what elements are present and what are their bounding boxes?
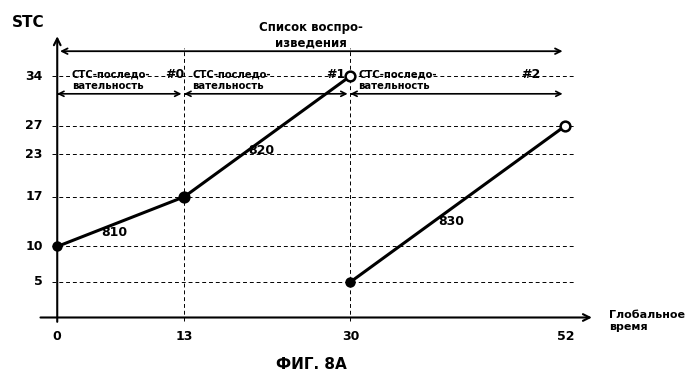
Text: Список воспро-
изведения: Список воспро- изведения <box>260 21 363 49</box>
Text: 810: 810 <box>101 226 127 239</box>
Text: 13: 13 <box>176 330 193 343</box>
Text: 27: 27 <box>25 119 43 132</box>
Text: 23: 23 <box>25 148 43 161</box>
Text: 5: 5 <box>34 276 43 288</box>
Text: 10: 10 <box>25 240 43 253</box>
Text: СТС-последо-
вательность: СТС-последо- вательность <box>358 69 437 91</box>
Text: #0: #0 <box>165 68 184 81</box>
Text: 52: 52 <box>556 330 574 343</box>
Text: 0: 0 <box>53 330 61 343</box>
Text: 17: 17 <box>25 190 43 203</box>
Text: #1: #1 <box>326 68 346 81</box>
Text: 30: 30 <box>342 330 359 343</box>
Text: 830: 830 <box>438 215 464 228</box>
Text: 820: 820 <box>248 144 274 157</box>
Text: Глобальное
время: Глобальное время <box>609 310 685 332</box>
Text: СТС-последо-
вательность: СТС-последо- вательность <box>192 69 271 91</box>
Text: 34: 34 <box>25 70 43 82</box>
Text: #2: #2 <box>521 68 541 81</box>
Text: ФИГ. 8А: ФИГ. 8А <box>276 357 347 372</box>
Text: STC: STC <box>12 15 44 30</box>
Text: СТС-последо-
вательность: СТС-последо- вательность <box>72 69 150 91</box>
